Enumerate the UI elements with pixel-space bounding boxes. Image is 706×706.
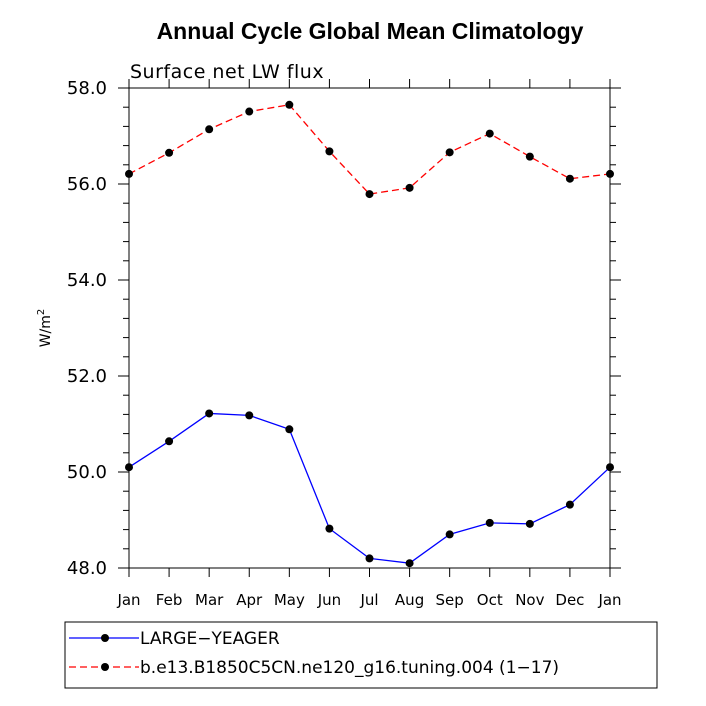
x-tick-label: Jun — [317, 591, 341, 609]
y-tick-label: 56.0 — [67, 174, 107, 195]
x-tick-label: Apr — [236, 591, 263, 609]
x-tick-label: Oct — [477, 591, 503, 609]
data-point — [165, 148, 174, 157]
data-point — [445, 530, 454, 539]
data-point — [245, 411, 254, 420]
x-tick-label: Jan — [597, 591, 621, 609]
x-tick-label: Mar — [195, 591, 224, 609]
data-point — [205, 409, 214, 418]
data-point — [285, 100, 294, 109]
series-line — [128, 412, 611, 564]
data-point — [485, 129, 494, 138]
data-point — [165, 437, 174, 446]
data-point — [525, 152, 534, 161]
legend: LARGE−YEAGER b.e13.B1850C5CN.ne120_g16.tu… — [64, 621, 658, 689]
y-axis-label-superscript: 2 — [36, 309, 47, 315]
legend-swatch-marker — [101, 634, 109, 642]
data-point — [125, 169, 133, 178]
data-point — [565, 174, 574, 183]
legend-swatch-marker — [101, 663, 109, 671]
x-tick-label: Sep — [436, 591, 464, 609]
series-1 — [125, 409, 614, 568]
plot-axes: Jan Feb Mar Apr May Jun Jul Aug Sep Oct Nov Dec Jan 4… — [67, 78, 622, 609]
data-point — [405, 559, 414, 568]
data-point — [405, 183, 414, 192]
x-tick-label: May — [274, 591, 305, 609]
y-tick-label: 48.0 — [67, 558, 107, 579]
data-point — [485, 518, 494, 527]
legend-label: b.e13.B1850C5CN.ne120_g16.tuning.004 (1−… — [140, 658, 559, 678]
data-point — [365, 190, 374, 199]
data-point — [606, 463, 614, 472]
series-2 — [125, 100, 614, 199]
data-point — [606, 169, 614, 178]
x-tick-label: Dec — [555, 591, 584, 609]
data-point — [125, 463, 133, 472]
data-point — [365, 554, 374, 563]
x-tick-label: Feb — [156, 591, 183, 609]
chart-title: Annual Cycle Global Mean Climatology — [157, 18, 584, 44]
x-tick-label: Jul — [359, 591, 378, 609]
series-layer — [125, 100, 614, 568]
data-point — [325, 147, 334, 156]
data-point — [445, 148, 454, 157]
data-point — [245, 107, 254, 116]
data-point — [525, 519, 534, 528]
data-point — [285, 425, 294, 434]
y-tick-label: 52.0 — [67, 366, 107, 387]
y-axis-label: W/m2 — [36, 309, 54, 348]
data-point — [325, 524, 334, 533]
x-tick-label: Aug — [395, 591, 424, 609]
x-tick-label: Nov — [515, 591, 544, 609]
y-tick-label: 58.0 — [67, 78, 107, 99]
y-axis-label-text: W/m — [38, 315, 54, 347]
data-point — [565, 500, 574, 509]
y-tick-label: 50.0 — [67, 462, 107, 483]
x-tick-label: Jan — [116, 591, 140, 609]
plot-frame — [128, 87, 611, 569]
data-point — [205, 125, 214, 134]
legend-label: LARGE−YEAGER — [140, 629, 280, 649]
chart-subtitle: Surface net LW flux — [130, 61, 324, 83]
y-tick-label: 54.0 — [67, 270, 107, 291]
series-line — [128, 104, 611, 195]
legend-box — [64, 621, 658, 689]
